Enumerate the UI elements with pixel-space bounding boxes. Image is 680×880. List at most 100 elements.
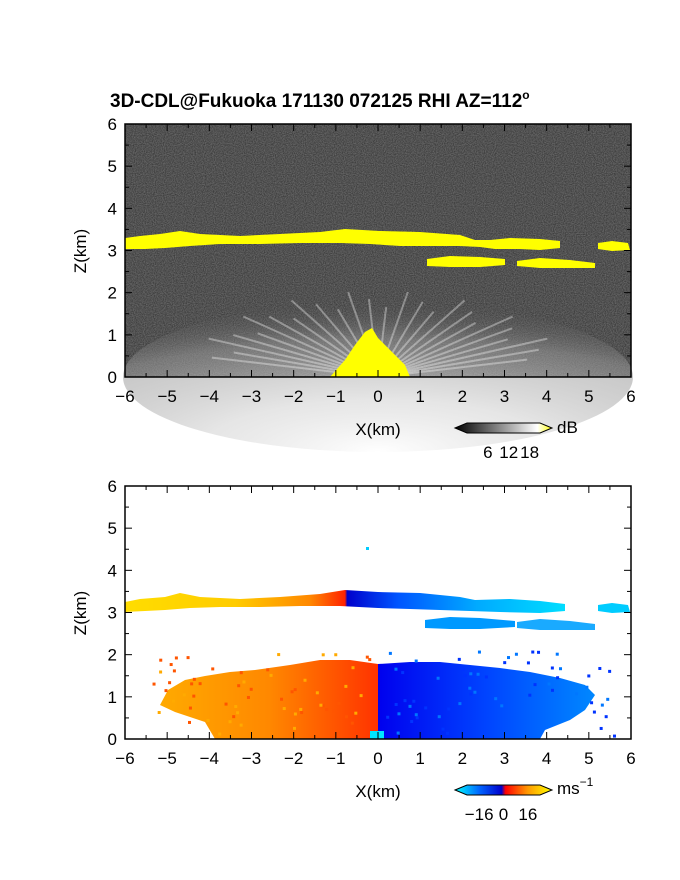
return-speckle	[587, 674, 591, 678]
return-speckle	[277, 653, 281, 657]
x-tick-label: 6	[626, 749, 635, 768]
return-speckle	[359, 694, 363, 698]
x-tick-label: 1	[415, 749, 424, 768]
return-speckle	[354, 711, 358, 715]
return-speckle	[437, 715, 441, 719]
return-speckle	[239, 723, 243, 727]
return-speckle	[386, 715, 390, 719]
return-speckle	[282, 707, 286, 711]
y-tick-label: 5	[108, 157, 117, 176]
velocity-x-axis-label: X(km)	[355, 782, 400, 801]
return-speckle	[503, 661, 507, 665]
return-speckle	[303, 678, 307, 682]
return-speckle	[458, 702, 462, 706]
x-tick-label: 5	[584, 749, 593, 768]
return-speckle	[188, 720, 192, 724]
return-speckle	[239, 671, 243, 675]
return-speckle	[388, 651, 392, 655]
return-speckle	[414, 713, 418, 717]
return-speckle	[445, 731, 449, 735]
return-speckle	[172, 669, 176, 673]
return-speckle	[172, 699, 176, 703]
x-tick-label: −4	[200, 387, 219, 406]
return-speckle	[234, 705, 238, 709]
return-speckle	[547, 682, 551, 686]
reflectivity-colorbar-unit: dB	[557, 418, 578, 437]
return-speckle	[414, 659, 418, 663]
velocity-surface-marker	[370, 731, 384, 739]
y-tick-label: 0	[108, 368, 117, 387]
return-speckle	[190, 682, 194, 686]
return-speckle	[344, 684, 348, 688]
return-speckle	[447, 707, 451, 711]
x-tick-label: −3	[242, 387, 261, 406]
return-speckle	[559, 667, 563, 671]
return-speckle	[424, 706, 428, 710]
return-speckle	[211, 667, 215, 671]
return-speckle	[408, 704, 412, 708]
x-tick-label: 6	[626, 387, 635, 406]
y-tick-label: 1	[108, 326, 117, 345]
return-speckle	[468, 686, 472, 690]
x-tick-label: 2	[458, 749, 467, 768]
return-speckle	[192, 677, 196, 681]
velocity-upper-cloud-layer	[125, 590, 565, 613]
y-tick-label: 3	[108, 604, 117, 623]
x-tick-label: 0	[373, 749, 382, 768]
reflectivity-upper-cloud-fragment	[598, 241, 630, 251]
return-speckle	[531, 650, 535, 654]
velocity-colorbar-ramp	[453, 784, 554, 796]
return-speckle	[457, 657, 461, 661]
y-tick-label: 2	[108, 646, 117, 665]
return-speckle	[300, 711, 304, 715]
x-tick-label: 2	[458, 387, 467, 406]
x-tick-label: −2	[284, 387, 303, 406]
return-speckle	[598, 666, 602, 670]
y-tick-label: 4	[108, 561, 117, 580]
return-speckle	[556, 676, 560, 680]
x-tick-label: −2	[284, 749, 303, 768]
return-speckle	[514, 652, 518, 656]
return-speckle	[280, 697, 284, 701]
return-speckle	[321, 653, 325, 657]
velocity-y-axis-label: Z(km)	[71, 591, 90, 635]
return-speckle	[600, 703, 604, 707]
x-tick-label: −4	[200, 749, 219, 768]
return-speckle	[206, 719, 210, 723]
velocity-lower-cloud-layer-b	[517, 619, 595, 630]
return-speckle	[410, 720, 414, 724]
return-speckle	[394, 703, 398, 707]
return-speckle	[526, 661, 530, 665]
return-speckle	[436, 676, 440, 680]
velocity-colorbar: ms−1 −16 0 16	[453, 775, 594, 824]
figure-title: 3D-CDL@Fukuoka 171130 072125 RHI AZ=112o	[110, 88, 530, 112]
return-speckle	[249, 687, 253, 691]
colorbar-tick-label: 18	[520, 443, 539, 462]
x-tick-label: 3	[500, 749, 509, 768]
x-tick-label: −1	[326, 387, 345, 406]
reflectivity-y-axis-label: Z(km)	[71, 229, 90, 273]
return-speckle	[198, 682, 202, 686]
return-speckle	[159, 658, 163, 662]
return-speckle	[608, 669, 612, 673]
colorbar-tick-label: 12	[499, 443, 518, 462]
reflectivity-surface-echo	[330, 328, 410, 377]
return-speckle	[174, 656, 178, 660]
colorbar-tick-label: −16	[465, 805, 494, 824]
return-speckle	[325, 708, 329, 712]
return-speckle	[590, 701, 594, 705]
return-speckle	[401, 671, 405, 675]
return-speckle	[168, 681, 172, 685]
y-tick-label: 1	[108, 688, 117, 707]
return-speckle	[415, 716, 419, 720]
return-speckle	[592, 710, 596, 714]
y-tick-label: 0	[108, 730, 117, 749]
velocity-boundary-layer-west	[160, 660, 378, 739]
return-speckle	[537, 650, 541, 654]
return-speckle	[292, 726, 296, 730]
return-speckle	[157, 711, 161, 715]
return-speckle	[350, 721, 354, 725]
return-speckle	[484, 675, 488, 679]
reflectivity-colorbar-ramp	[453, 422, 554, 434]
